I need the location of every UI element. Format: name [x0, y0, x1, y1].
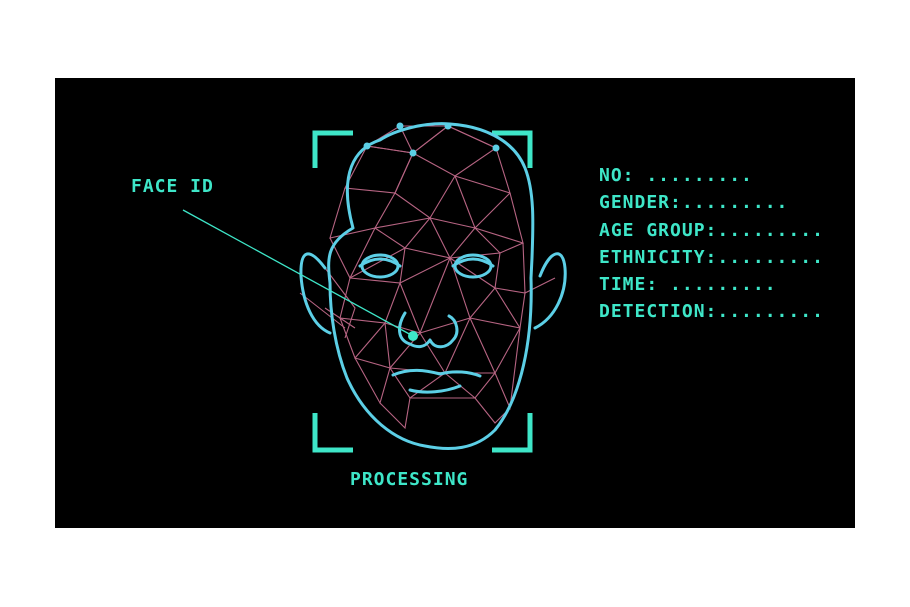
face-outline	[299, 122, 567, 451]
info-row-gender: GENDER:.........	[599, 192, 789, 214]
mesh-points	[363, 122, 500, 157]
info-list: NO: ......... GENDER:......... AGE GROUP…	[599, 162, 824, 326]
left-ear	[299, 252, 332, 335]
frame-corner-top-right	[492, 130, 533, 168]
frame-corner-bottom-left	[312, 413, 353, 453]
info-row-time: TIME: .........	[599, 274, 777, 296]
info-row-age-group: AGE GROUP:.........	[599, 219, 824, 241]
face-scan-graphic	[182, 122, 567, 453]
scan-panel: FACE ID PROCESSING NO: ......... GENDER:…	[55, 78, 855, 528]
right-ear	[533, 252, 567, 330]
face-id-pointer-line	[182, 209, 414, 337]
mouth-upper	[391, 368, 482, 378]
processing-label: PROCESSING	[350, 469, 469, 490]
info-row-detection: DETECTION:.........	[599, 301, 824, 323]
info-row-ethnicity: ETHNICITY:.........	[599, 246, 824, 268]
frame-corner-bottom-right	[492, 413, 533, 453]
face-mesh	[299, 125, 556, 430]
frame-corner-top-left	[312, 130, 353, 168]
nose	[398, 311, 459, 349]
info-row-no: NO: .........	[599, 165, 753, 186]
scan-frame	[312, 130, 533, 453]
mouth-lower	[408, 384, 462, 394]
face-id-target-dot	[408, 331, 418, 341]
face-id-label: FACE ID	[131, 176, 214, 197]
